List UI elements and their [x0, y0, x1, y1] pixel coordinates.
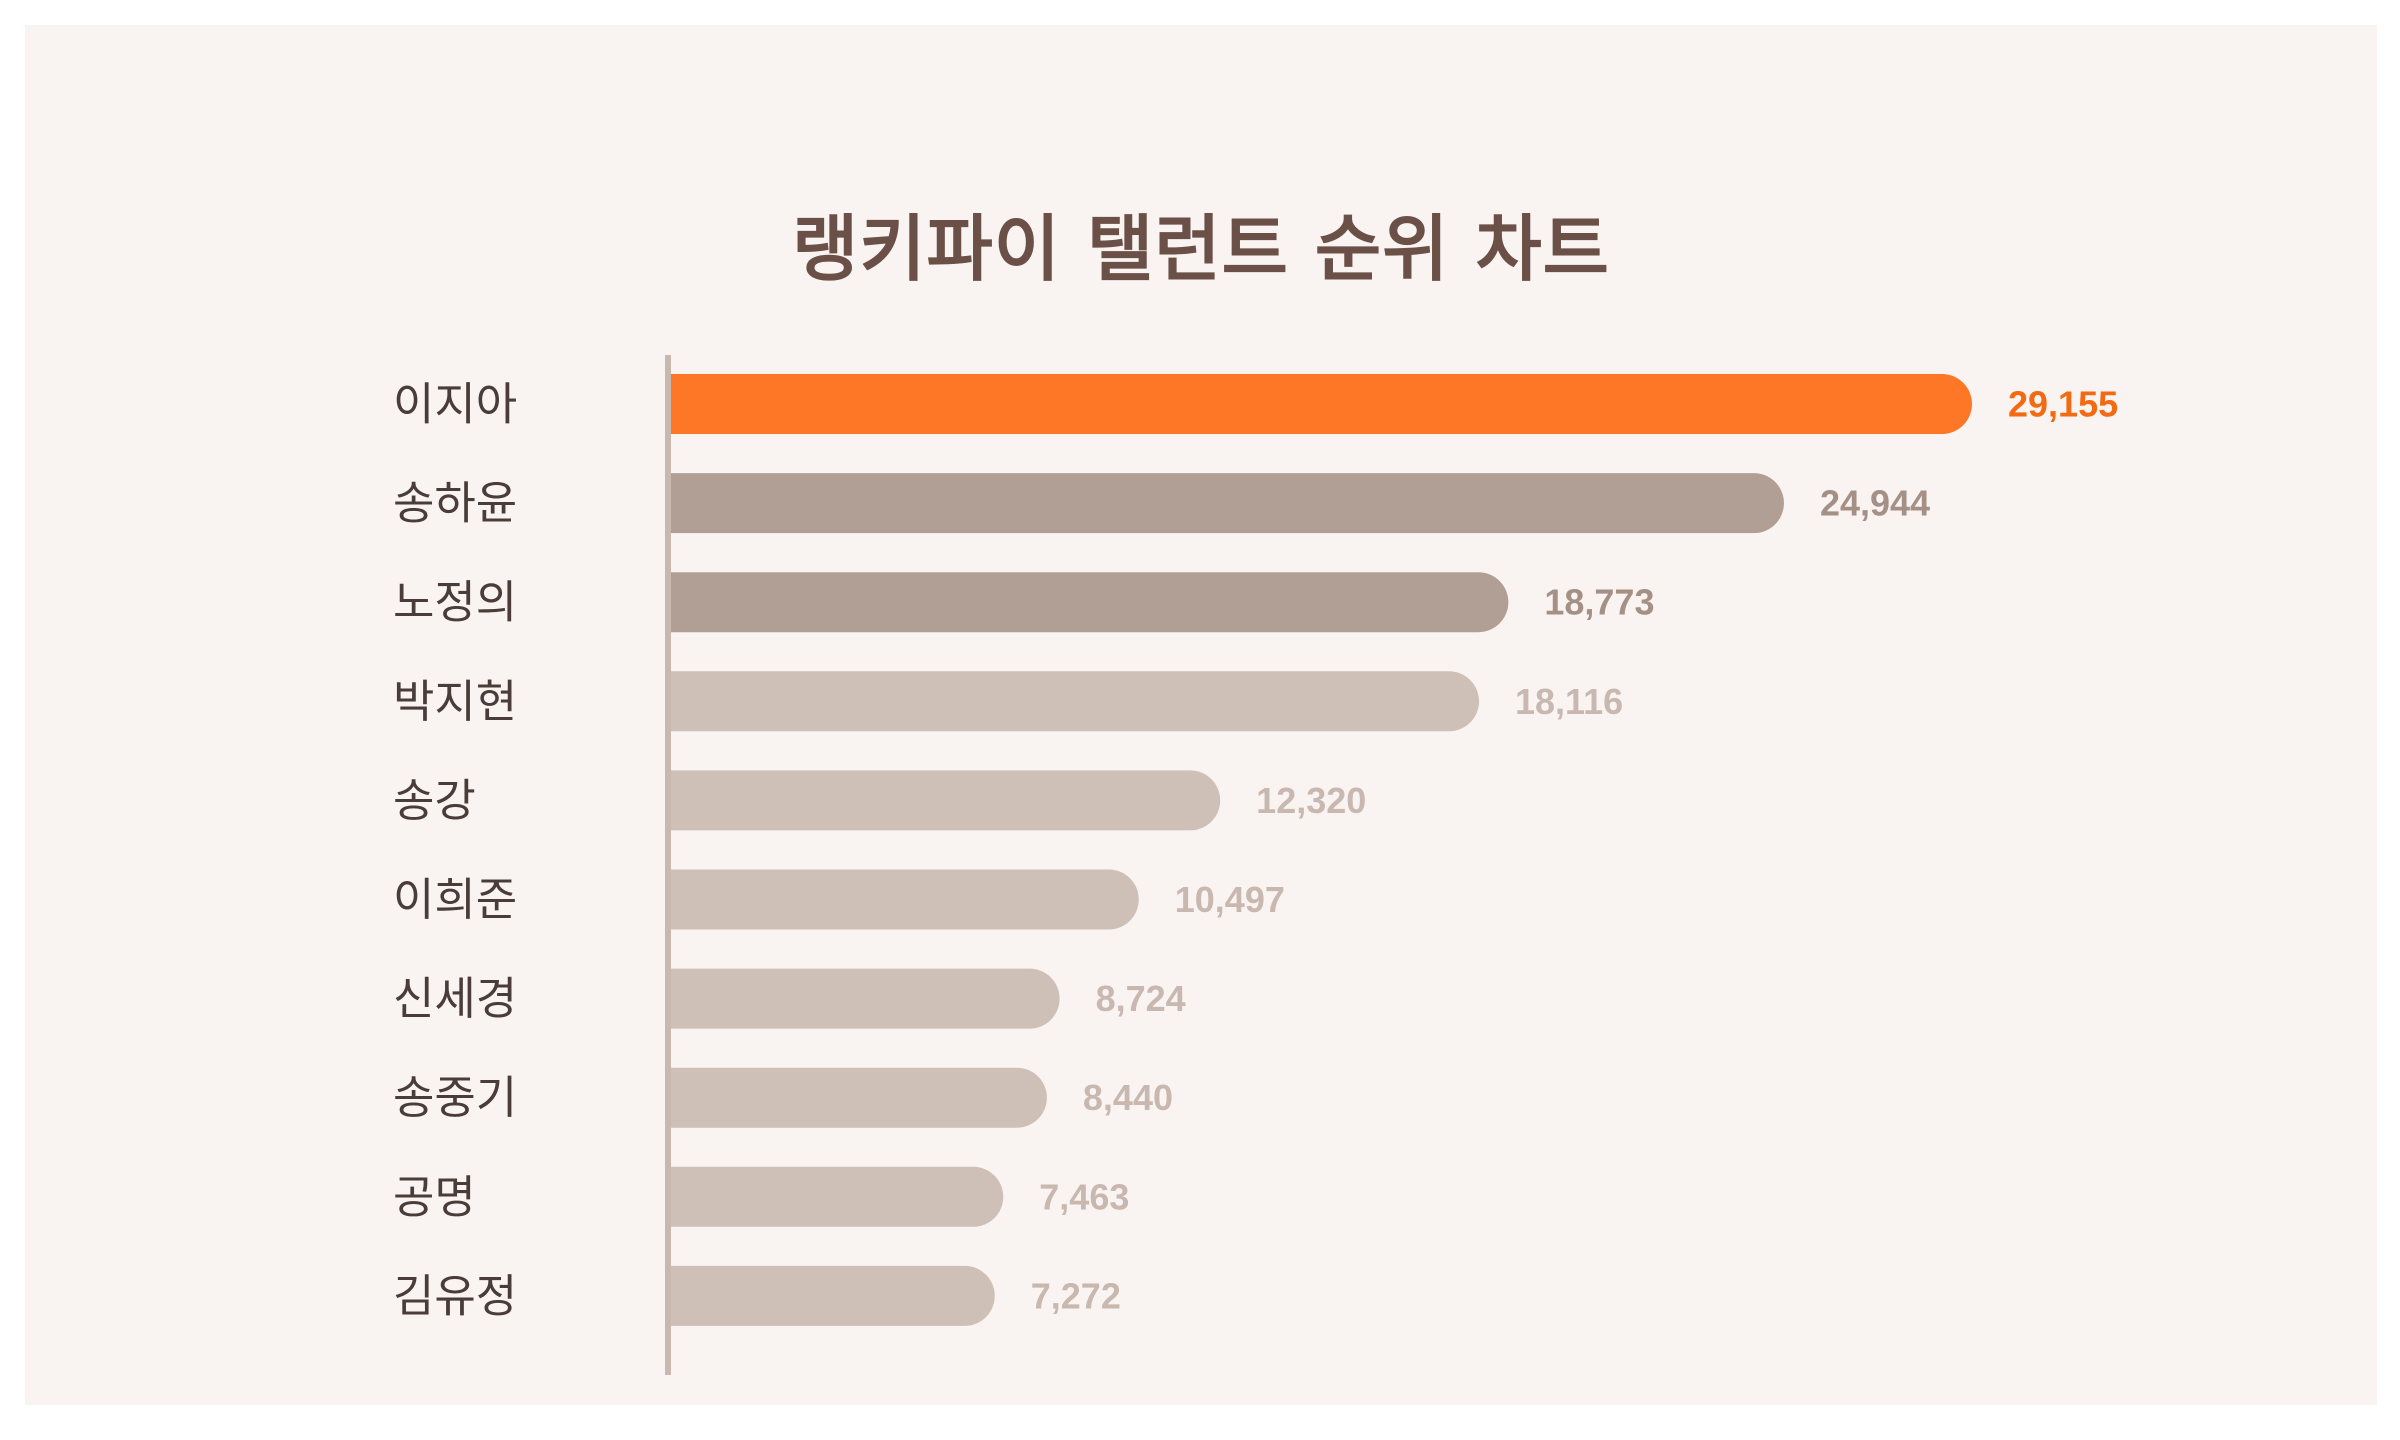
- category-label: 송하윤: [393, 477, 517, 530]
- bar-9: [670, 1166, 1004, 1227]
- bar-2: [670, 473, 1784, 534]
- bar-8: [670, 1067, 1047, 1128]
- bar-1: [670, 374, 1972, 434]
- bar-10: [670, 1265, 995, 1326]
- value-label: 18,116: [1515, 681, 1623, 722]
- value-label: 7,272: [1031, 1275, 1121, 1316]
- category-label: 이희준: [393, 873, 517, 926]
- value-label: 8,724: [1096, 978, 1186, 1019]
- value-label: 24,944: [1820, 483, 1930, 524]
- y-axis-line: [665, 355, 671, 1375]
- chart-canvas: 랭키파이 탤런트 순위 차트 이지아 29,155 송하윤 24,944 노정의 18,7…: [25, 25, 2377, 1405]
- category-label: 신세경: [393, 972, 517, 1025]
- category-label: 공명: [393, 1170, 476, 1223]
- category-label: 박지현: [393, 675, 517, 728]
- value-label: 8,440: [1083, 1077, 1173, 1118]
- value-label: 12,320: [1256, 780, 1366, 821]
- bar-6: [670, 869, 1139, 930]
- category-label: 노정의: [393, 576, 517, 629]
- category-label: 이지아: [393, 378, 517, 431]
- bar-7: [670, 968, 1060, 1029]
- chart-title: 랭키파이 탤런트 순위 차트: [792, 207, 1610, 291]
- value-label: 29,155: [2008, 384, 2118, 425]
- category-label: 김유정: [393, 1269, 517, 1322]
- bar-chart-plot: 이지아 29,155 송하윤 24,944 노정의 18,773 박지현 18,116 송강 12…: [393, 355, 2118, 1375]
- value-label: 18,773: [1544, 582, 1654, 623]
- bar-5: [670, 770, 1221, 831]
- bar-4: [670, 671, 1480, 732]
- category-label: 송강: [393, 774, 476, 827]
- value-label: 7,463: [1039, 1176, 1129, 1217]
- category-label: 송중기: [393, 1071, 517, 1124]
- bar-3: [670, 572, 1509, 633]
- value-label: 10,497: [1175, 879, 1285, 920]
